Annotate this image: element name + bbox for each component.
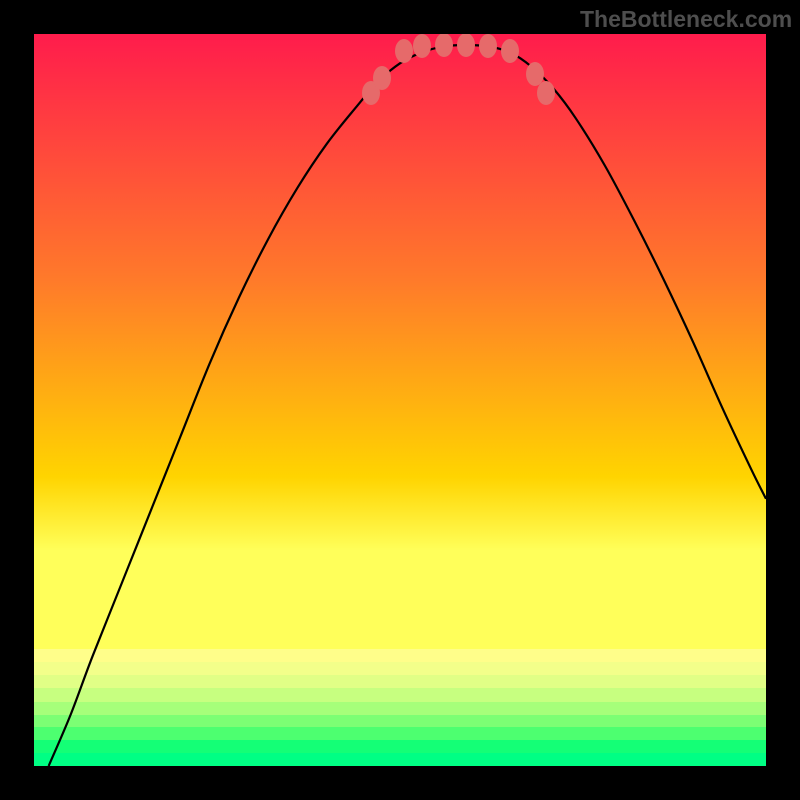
bottleneck-curve — [49, 45, 766, 766]
bottleneck-marker — [479, 34, 497, 58]
bottleneck-marker — [537, 81, 555, 105]
bottleneck-marker — [413, 34, 431, 58]
bottleneck-marker — [457, 34, 475, 57]
bottleneck-marker — [395, 39, 413, 63]
bottleneck-marker — [501, 39, 519, 63]
watermark-text: TheBottleneck.com — [580, 6, 792, 33]
chart-svg — [34, 34, 766, 766]
chart-plot-area — [34, 34, 766, 766]
stage: TheBottleneck.com — [0, 0, 800, 800]
bottleneck-marker — [373, 66, 391, 90]
bottleneck-marker — [435, 34, 453, 57]
